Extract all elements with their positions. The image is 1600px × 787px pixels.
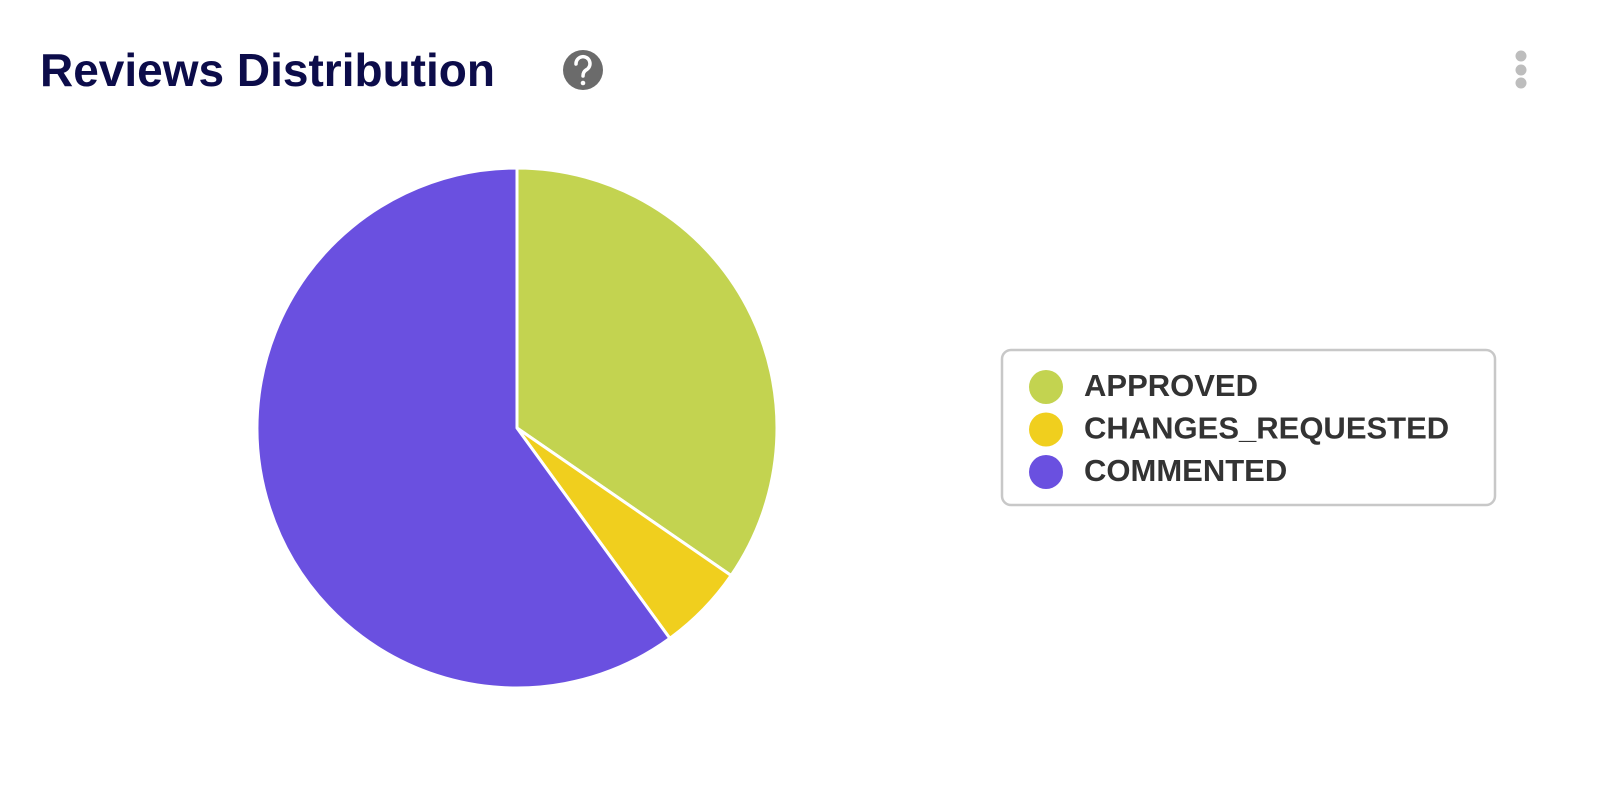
menu-button[interactable] — [1515, 50, 1527, 89]
legend-label: APPROVED — [1084, 368, 1258, 403]
legend-box — [1000, 348, 1497, 507]
legend-marker — [1029, 455, 1063, 489]
chart-title: Reviews Distribution — [40, 44, 495, 96]
legend-label: CHANGES_REQUESTED — [1084, 411, 1449, 446]
legend: APPROVED CHANGES_REQUESTED COMMENTED — [1029, 368, 1449, 489]
legend-marker — [1029, 370, 1063, 404]
legend-marker — [1029, 412, 1063, 447]
menu-dot[interactable] — [1515, 77, 1527, 89]
help-icon[interactable] — [563, 50, 603, 90]
pie-slice — [515, 166, 779, 577]
pie — [255, 166, 779, 690]
help-icon-dot — [580, 80, 586, 86]
help-icon-glyph — [574, 54, 592, 78]
legend-label: COMMENTED — [1084, 453, 1287, 488]
pie-slice — [255, 166, 672, 690]
menu-dot[interactable] — [1515, 50, 1527, 62]
menu-dot[interactable] — [1515, 64, 1527, 76]
help-icon-circle[interactable] — [563, 50, 603, 90]
